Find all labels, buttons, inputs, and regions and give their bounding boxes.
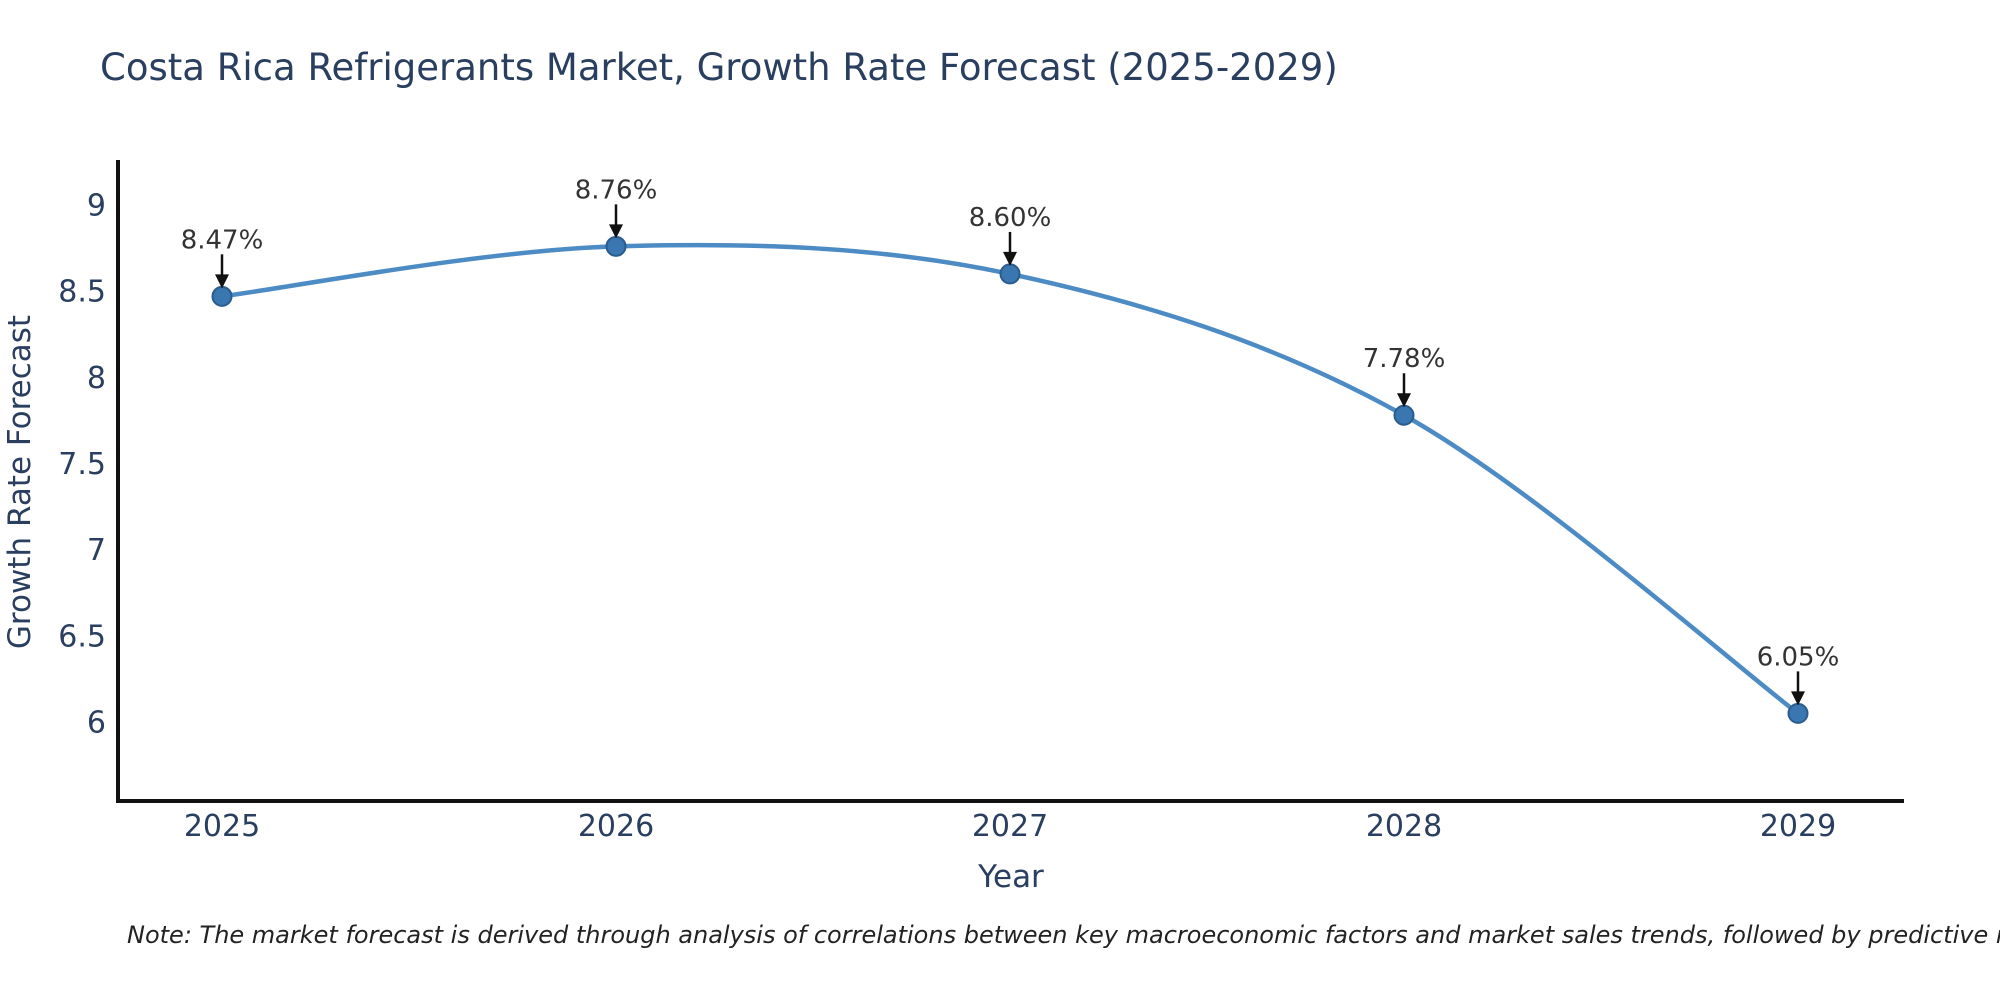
annotation-arrow-head bbox=[215, 274, 229, 289]
annotation-arrow-head bbox=[609, 224, 623, 239]
y-tick-labels: 9 8.5 8 7.5 7 6.5 6 bbox=[58, 189, 106, 741]
y-tick-label: 9 bbox=[87, 189, 106, 224]
y-tick-label: 6.5 bbox=[58, 619, 106, 654]
data-point-marker bbox=[999, 263, 1021, 285]
data-point-marker bbox=[1393, 404, 1415, 426]
annotation-arrow-head bbox=[1003, 251, 1017, 266]
y-tick-label: 8 bbox=[87, 361, 106, 396]
data-point-marker bbox=[211, 285, 233, 307]
x-axis-title: Year bbox=[977, 859, 1044, 895]
x-tick-label: 2025 bbox=[184, 809, 260, 844]
y-tick-label: 7 bbox=[87, 533, 106, 568]
data-point-marker bbox=[1787, 702, 1809, 724]
y-tick-label: 8.5 bbox=[58, 275, 106, 310]
chart-title: Costa Rica Refrigerants Market, Growth R… bbox=[100, 46, 1338, 89]
footnote: Note: The market forecast is derived thr… bbox=[127, 921, 2000, 949]
annotation-label: 7.78% bbox=[1363, 344, 1446, 374]
annotation-arrow-head bbox=[1397, 393, 1411, 408]
y-tick-label: 7.5 bbox=[58, 447, 106, 482]
annotation-label: 6.05% bbox=[1757, 642, 1840, 672]
annotation-label: 8.76% bbox=[575, 175, 658, 205]
x-tick-labels: 2025 2026 2027 2028 2029 bbox=[184, 809, 1836, 844]
y-axis-title: Growth Rate Forecast bbox=[2, 315, 38, 649]
forecast-line-series bbox=[219, 242, 1801, 716]
x-tick-label: 2026 bbox=[578, 809, 654, 844]
y-tick-label: 6 bbox=[87, 705, 106, 740]
data-point-markers bbox=[211, 235, 1809, 724]
annotation-label: 8.47% bbox=[181, 225, 264, 255]
x-tick-label: 2029 bbox=[1760, 809, 1836, 844]
data-point-marker bbox=[605, 235, 627, 257]
annotation-arrow-head bbox=[1791, 691, 1805, 706]
data-point-annotations: 8.47% 8.76% 8.60% 7.78% 6.05% bbox=[181, 175, 1840, 706]
x-tick-label: 2027 bbox=[972, 809, 1048, 844]
axes: 98.587.576.56 2025 2026 2027 2028 2029 Year … bbox=[2, 160, 1904, 895]
x-tick-label: 2028 bbox=[1366, 809, 1442, 844]
annotation-label: 8.60% bbox=[969, 203, 1052, 233]
